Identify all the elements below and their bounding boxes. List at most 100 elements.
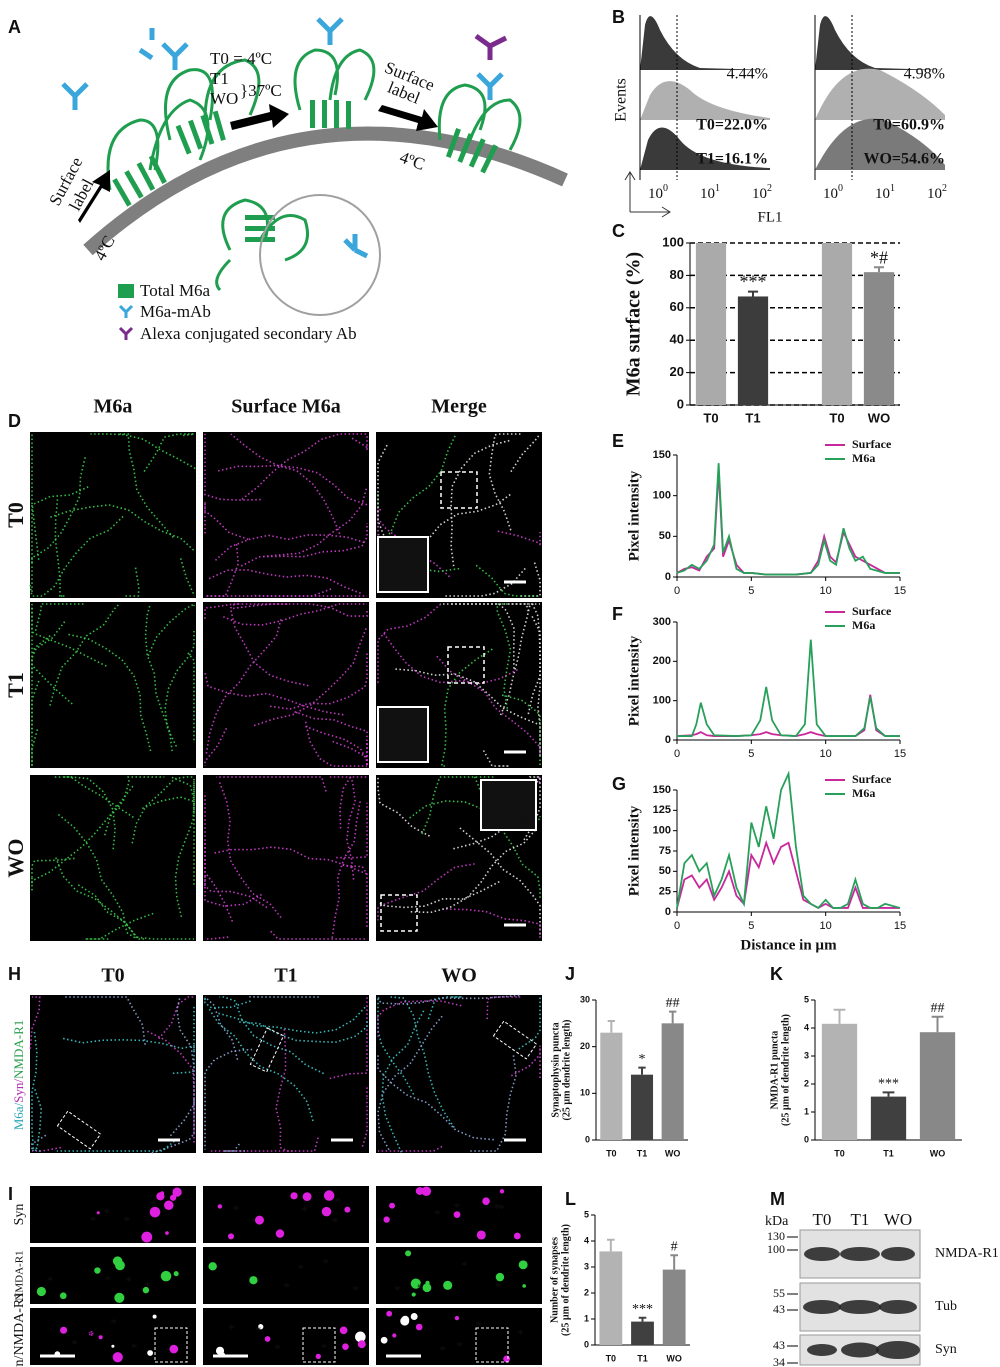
marker: * [233, 1202, 240, 1217]
axis-label: FL1 [757, 209, 782, 225]
puncta [410, 1313, 418, 1320]
error-bar [638, 1066, 646, 1075]
legend-swatch [118, 284, 134, 298]
neurite [31, 604, 73, 705]
neurite [263, 522, 368, 558]
puncta [255, 1215, 264, 1225]
marker: * [517, 1327, 524, 1342]
significance: ## [666, 996, 680, 1011]
marker: * [495, 1279, 502, 1294]
band [876, 1341, 920, 1359]
neurite [158, 996, 194, 1040]
inset-source [440, 471, 478, 509]
y-tick-label: 0 [677, 396, 684, 411]
wo-label: WO [210, 89, 238, 108]
puncta [165, 1231, 169, 1235]
neurite [62, 1037, 195, 1051]
puncta [522, 1284, 526, 1288]
marker: * [334, 1194, 341, 1209]
gate-percent: T0=22.0% [696, 117, 768, 134]
neurite [410, 827, 538, 914]
chart: 0 1 2 3 4 5 Number of synapses (25 µm of dendri… [549, 1209, 690, 1363]
y-tick-label: 25 [659, 886, 671, 898]
neurite [218, 782, 284, 920]
neurite [270, 651, 368, 710]
micrograph [203, 995, 369, 1153]
panel-label: G [612, 774, 626, 794]
axis-arrows [624, 171, 671, 218]
y-tick-label: 150 [653, 449, 671, 461]
tick-exp: 0 [663, 183, 668, 194]
t1-label: T1 [210, 69, 229, 88]
neurite [331, 801, 361, 940]
neurite [531, 615, 541, 757]
puncta [258, 1324, 264, 1330]
puncta [111, 1344, 115, 1348]
column-header: T0 [101, 965, 124, 987]
neurite [219, 996, 324, 1075]
y-tick-label: 0 [585, 1134, 590, 1144]
y-axis-label: (25 µm of dendrite length) [560, 1224, 571, 1336]
legend-swatch [118, 326, 134, 340]
marker: * [47, 1273, 54, 1288]
x-tick-label: 5 [748, 585, 754, 597]
band [841, 1342, 879, 1358]
band [879, 1300, 917, 1314]
puncta [443, 1280, 453, 1290]
puncta [302, 1192, 312, 1202]
micrograph [376, 994, 542, 1153]
neurite [174, 777, 195, 918]
neurite [214, 534, 367, 561]
x-tick-label: T0 [829, 410, 844, 425]
neurite [204, 1048, 253, 1150]
marker: * [125, 1273, 131, 1288]
x-tick-label: 10 [820, 748, 832, 760]
marker: * [475, 1318, 482, 1333]
y-axis-label: Number of synapses [549, 1237, 560, 1323]
neurite [395, 668, 540, 726]
neurite [381, 1008, 426, 1153]
x-tick-label: T0 [606, 1148, 617, 1158]
marker: * [71, 1336, 78, 1351]
neurite [119, 433, 174, 538]
neurite [151, 1098, 195, 1154]
y-tick-label: 80 [670, 267, 684, 282]
legend-label: M6a-mAb [140, 302, 211, 321]
puncta [249, 1276, 258, 1285]
marker: * [104, 1273, 111, 1288]
error-bar [607, 1020, 616, 1033]
neurite [31, 1088, 43, 1152]
puncta [88, 1331, 94, 1336]
bar [821, 243, 853, 405]
bar [599, 1251, 623, 1345]
neurite [31, 857, 75, 886]
neurite [205, 588, 332, 597]
y-axis-label: Pixel intensity [626, 805, 642, 896]
puncta [141, 1231, 153, 1243]
tick-base: 10 [927, 186, 942, 202]
neurite [211, 846, 367, 875]
diagram: T0 = 4ºC T1 WO }37ºC Surface label 4ºC S… [45, 17, 568, 343]
neurite [222, 603, 367, 626]
image-bg [30, 602, 196, 768]
image-bg [203, 775, 369, 941]
y-tick-label: 20 [580, 1041, 590, 1051]
puncta [405, 1250, 412, 1257]
y-tick-label: 1 [584, 1313, 589, 1323]
neurite [131, 776, 194, 844]
marker: * [255, 1323, 262, 1338]
image-bg [30, 775, 196, 941]
bar [863, 272, 895, 405]
x-axis-label: Distance in µm [740, 937, 837, 953]
image-bg [30, 1186, 196, 1243]
y-tick-label: 3 [804, 1050, 809, 1060]
x-tick-label: WO [666, 1353, 682, 1363]
neurite [361, 1085, 368, 1147]
tick-base: 10 [752, 186, 767, 202]
error-bar [638, 1316, 647, 1322]
neurite [84, 912, 154, 940]
puncta [323, 1190, 335, 1201]
roi [56, 1110, 102, 1150]
band-label: Tub [935, 1299, 957, 1314]
